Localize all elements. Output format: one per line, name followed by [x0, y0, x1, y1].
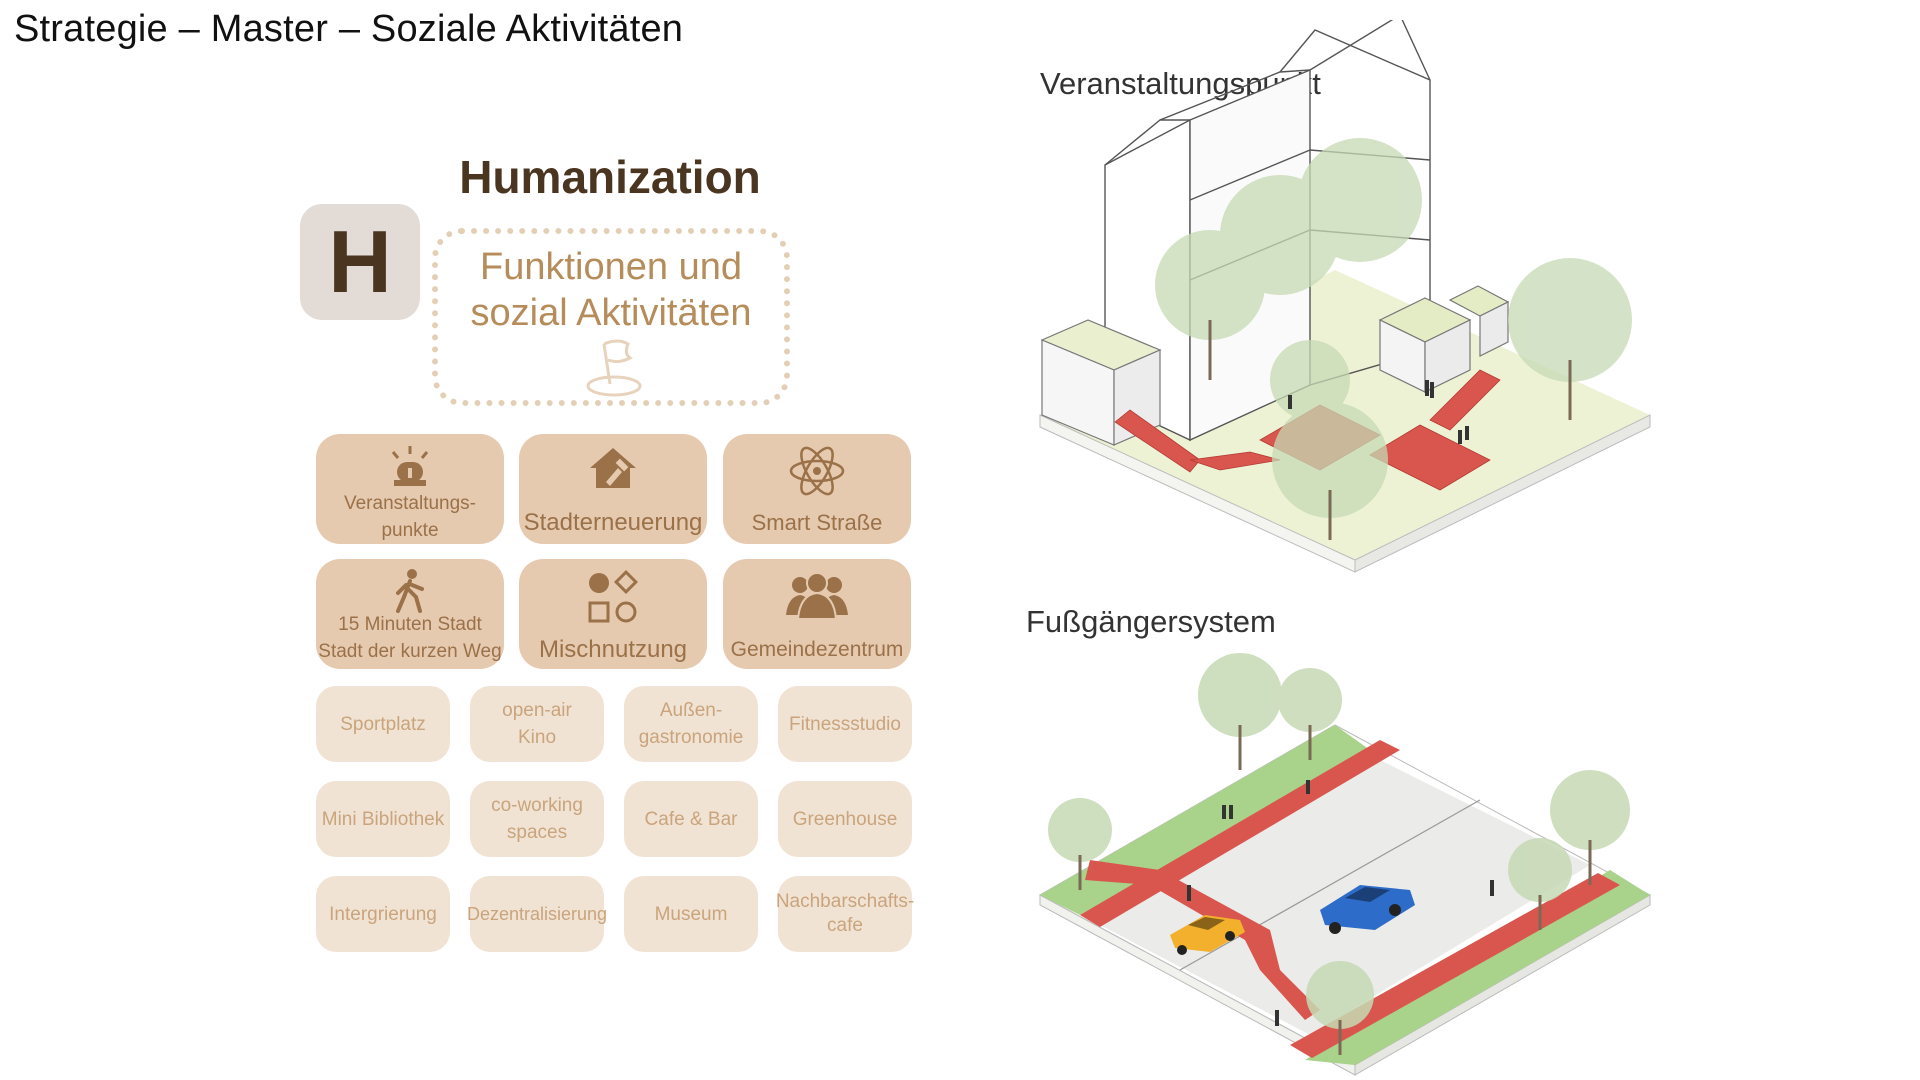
tile-label: 15 Minuten Stadt Stadt der kurzen Weg [318, 614, 502, 662]
tile-aussengastronomie[interactable]: Außen- gastronomie [624, 686, 758, 762]
tile-label: Stadterneuerung [523, 509, 703, 536]
tile-mischnutzung[interactable]: Mischnutzung [519, 559, 707, 669]
tree-trunks [1078, 725, 1592, 1055]
yellow-car [1170, 915, 1245, 955]
tile-greenhouse[interactable]: Greenhouse [778, 781, 912, 857]
tile-smart-strasse[interactable]: Smart Straße [723, 434, 911, 544]
tile-stadterneuerung[interactable]: Stadterneuerung [519, 434, 707, 544]
tile-co-working-spaces[interactable]: co-working spaces [470, 781, 604, 857]
blue-car [1320, 885, 1415, 934]
people-group-icon [786, 572, 848, 620]
house-hammer-icon [590, 448, 636, 488]
tile-dezentralisierung[interactable]: Dezentralisierung [467, 876, 607, 952]
tile-cafe-bar[interactable]: Cafe & Bar [624, 781, 758, 857]
walking-person-icon [396, 569, 424, 613]
tile-open-air-kino[interactable]: open-air Kino [470, 686, 604, 762]
h-badge: H [300, 204, 420, 320]
tile-museum[interactable]: Museum [624, 876, 758, 952]
flag-icon [586, 339, 642, 397]
h-badge-letter: H [328, 212, 392, 311]
people [1187, 780, 1494, 1026]
shapes-icon [588, 569, 639, 623]
tile-sportplatz[interactable]: Sportplatz [316, 686, 450, 762]
kiosk-cube-left [1040, 319, 1162, 446]
people [1288, 380, 1469, 444]
fussgaengersystem-diagram [1038, 653, 1652, 1076]
tile-nachbarschaftscafe[interactable]: Nachbarschafts- cafe [776, 876, 914, 952]
humanization-heading: Humanization [459, 151, 761, 203]
tile-15-minuten-stadt[interactable]: 15 Minuten Stadt Stadt der kurzen Weg [316, 559, 504, 669]
veranstaltungspunkt-diagram [1039, 20, 1651, 573]
tile-gemeindezentrum[interactable]: Gemeindezentrum [723, 559, 911, 669]
trees [1048, 653, 1630, 1029]
pedestrian-paths [1080, 740, 1620, 1058]
tile-mini-bibliothek[interactable]: Mini Bibliothek [316, 781, 450, 857]
tile-veranstaltungspunkte[interactable]: Veranstaltungs- punkte [316, 434, 504, 544]
tile-label: Gemeindezentrum [730, 638, 904, 661]
tile-label: Veranstaltungs- punkte [343, 493, 477, 541]
tile-intergrierung[interactable]: Intergrierung [316, 876, 450, 952]
tile-fitnessstudio[interactable]: Fitnessstudio [778, 686, 912, 762]
alarm-light-icon [391, 446, 429, 486]
diagram2-label: Fußgängersystem [1026, 604, 1276, 639]
function-box-line2: sozial Aktivitäten [470, 292, 752, 334]
atom-icon [789, 446, 845, 496]
function-box-line1: Funktionen und [480, 246, 742, 288]
tile-label: Smart Straße [751, 510, 883, 535]
tile-label: Mischnutzung [538, 636, 688, 663]
green-strip-bottom [1305, 870, 1650, 1065]
function-box: Funktionen und sozial Aktivitäten [432, 228, 790, 406]
slab-edge-right [1354, 414, 1651, 573]
tree-trunks [1208, 320, 1572, 540]
road-lane-line [1179, 799, 1481, 971]
page-title: Strategie – Master – Soziale Aktivitäten [14, 8, 684, 50]
